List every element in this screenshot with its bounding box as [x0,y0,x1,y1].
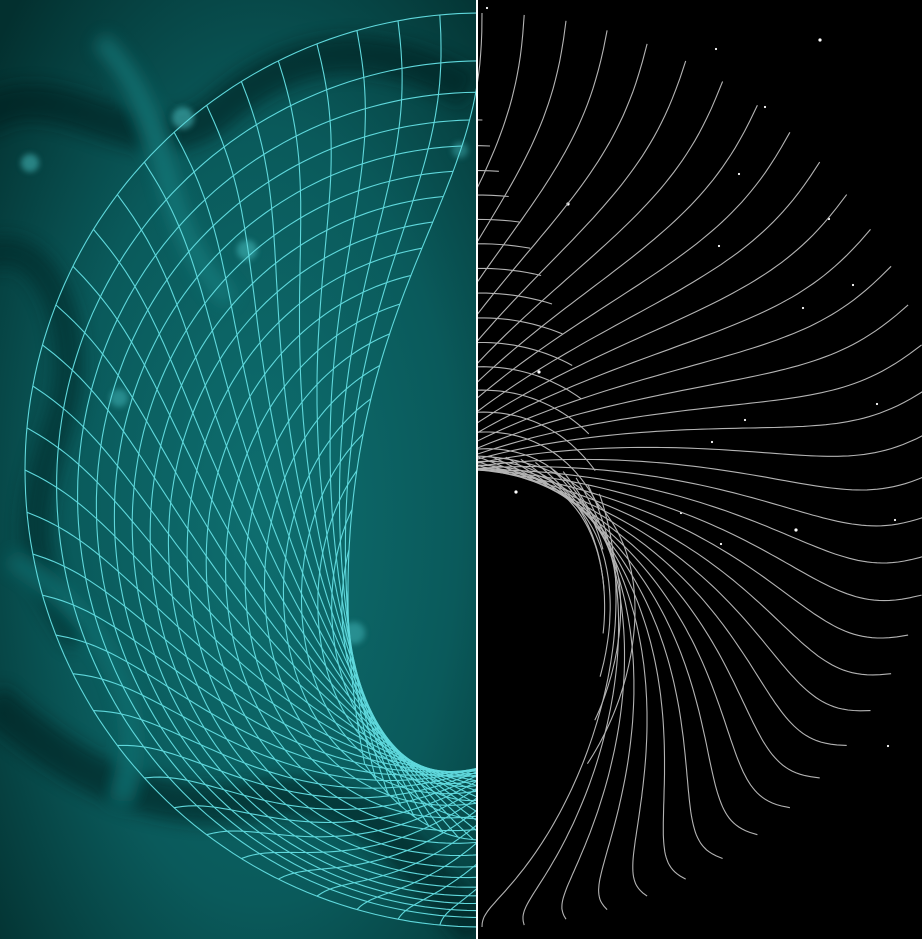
grid-ring-line [478,469,611,677]
star [851,283,855,287]
grid-ring-line [348,633,476,787]
grid-meridian-line [478,105,758,383]
grid-meridian-line [478,304,909,449]
star [485,6,489,10]
grid-ring-line [24,12,476,928]
dark-panel [478,0,922,939]
grid-meridian-line [478,344,922,455]
grid-meridian-line [490,455,791,809]
grid-ring-line [263,365,476,806]
grid-meridian-line [478,465,871,712]
grid-meridian-line [478,60,687,342]
grid-meridian-line [478,265,892,442]
star [818,38,822,42]
grid-ring-line [282,398,476,795]
grid-ring-line [478,411,596,472]
star [710,440,714,444]
starfield [485,6,897,748]
star [514,490,518,494]
grid-meridian-line [478,132,791,399]
star [737,172,741,176]
star [763,105,767,109]
grid-ring-line [244,333,476,819]
grid-ring-line [205,274,476,844]
teal-panel [0,0,476,939]
split-divider [476,0,478,939]
grid-ring-line [131,170,476,888]
nebula-swirls [0,33,476,939]
gray-wireframe-grid [478,12,922,928]
star [743,418,747,422]
grid-ring-line [341,549,476,773]
grid-ring-line [113,145,476,897]
grid-ring-line [364,763,476,841]
grid-ring-line [149,195,476,879]
grid-meridian-line [439,888,476,926]
grid-ring-line [167,221,476,868]
grid-meridian-line [478,194,848,424]
star [794,528,798,532]
grid-ring-line [478,467,606,634]
star [875,402,879,406]
grid-meridian-line [478,20,567,242]
star [801,306,805,310]
grid-ring-line [77,91,476,912]
grid-ring-line [186,247,476,857]
grid-meridian-line [478,30,608,282]
star [893,518,897,522]
grid-ring-line [478,455,636,765]
star [886,744,890,748]
teal-wireframe-grid [24,12,476,928]
grid-ring-line [300,433,476,785]
grid-ring-line [478,389,590,435]
grid-meridian-line [478,229,871,433]
star [714,47,718,51]
grid-ring-line [56,60,476,918]
grid-meridian-line [478,14,525,188]
grid-meridian-line [481,493,617,928]
grid-ring-line [351,676,476,802]
grid-meridian-line [478,43,648,315]
grid-ring-line [478,366,582,400]
grid-meridian-line [397,863,476,920]
star [717,244,721,248]
grid-meridian-line [478,435,922,464]
grid-meridian-line [316,824,476,897]
grid-meridian-line [478,391,922,460]
grid-ring-line [95,119,476,905]
star [537,370,541,374]
grid-ring-line [478,431,601,510]
grid-meridian-line [478,161,821,412]
grid-ring-line [356,719,476,820]
star [719,542,723,546]
grid-meridian-line [478,81,724,364]
grid-ring-line [317,470,476,777]
glow-orbs [21,107,468,644]
grid-ring-line [478,464,622,721]
grid-ring-line [225,303,476,832]
grid-meridian-line [356,842,476,910]
